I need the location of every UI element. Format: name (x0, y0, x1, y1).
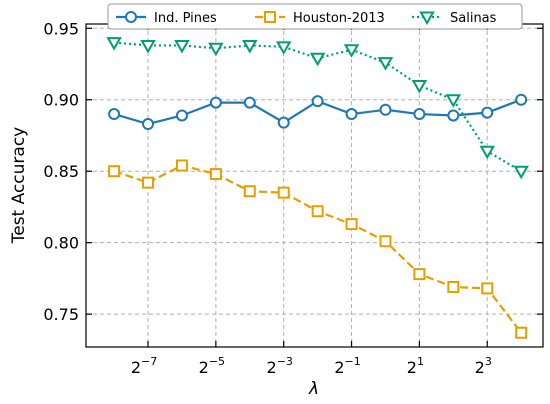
data-point (243, 185, 256, 198)
series-layer (106, 37, 529, 339)
data-point (106, 37, 122, 51)
data-point (515, 326, 528, 339)
x-axis-label: λ (308, 379, 319, 399)
y-axis-label: Test Accuracy (9, 127, 29, 245)
data-point (108, 165, 121, 178)
y-tick-label: 0.75 (43, 305, 79, 324)
y-tick-label: 0.85 (43, 162, 79, 181)
data-point (515, 93, 528, 106)
legend-marker (419, 11, 435, 26)
series-line (113, 164, 523, 334)
data-point (108, 108, 121, 121)
data-point (174, 39, 190, 54)
data-point (447, 109, 460, 122)
data-point (413, 268, 426, 281)
data-point (377, 57, 394, 71)
legend-item: Houston-2013 (255, 11, 385, 26)
data-point (277, 116, 290, 129)
data-point (142, 176, 155, 189)
legend-label: Salinas (450, 11, 497, 26)
data-point (447, 280, 460, 293)
data-point (242, 39, 258, 54)
x-tick-label: 2−1 (334, 355, 360, 377)
data-point (379, 235, 392, 248)
legend-marker (264, 11, 276, 23)
x-tick-label: 2−3 (267, 355, 293, 377)
data-point (208, 42, 224, 57)
series-salinas (106, 37, 529, 180)
data-point (479, 145, 495, 160)
x-tick-label: 2−7 (131, 355, 157, 377)
data-point (345, 108, 358, 121)
series-ind-pines (108, 93, 528, 131)
ticks: 0.75 0.80 0.85 0.90 0.95 2−7 2−5 2−3 2−1 21 23 (43, 19, 543, 377)
data-point (445, 94, 462, 108)
data-point (277, 186, 290, 199)
data-point (175, 159, 188, 172)
data-point (481, 106, 494, 119)
data-point (140, 39, 156, 54)
grid-lines (86, 24, 543, 347)
plot-frame (85, 23, 544, 348)
data-point (209, 96, 222, 109)
data-point (142, 118, 155, 131)
y-tick-label: 0.95 (43, 19, 79, 38)
legend: Ind. Pines Houston-2013 Salinas (107, 3, 523, 30)
data-point (275, 41, 292, 55)
data-point (243, 96, 256, 109)
data-point (309, 52, 326, 67)
data-point (343, 44, 360, 58)
legend-item: Ind. Pines (116, 11, 217, 26)
data-point (513, 165, 529, 180)
data-point (413, 108, 426, 121)
y-tick-label: 0.90 (43, 91, 79, 110)
data-point (481, 282, 494, 295)
series-houston-2013 (108, 159, 528, 339)
data-point (311, 205, 324, 218)
legend-box (107, 3, 523, 30)
data-point (209, 168, 222, 181)
x-tick-label: 21 (407, 355, 424, 377)
data-point (345, 218, 358, 231)
y-tick-label: 0.80 (43, 234, 79, 253)
legend-label: Ind. Pines (154, 11, 217, 26)
data-point (175, 109, 188, 122)
data-point (311, 95, 324, 108)
legend-marker (125, 11, 137, 23)
data-point (411, 79, 428, 94)
data-point (379, 103, 392, 116)
legend-label: Houston-2013 (293, 11, 385, 26)
legend-item: Salinas (412, 11, 497, 26)
x-tick-label: 23 (475, 355, 492, 377)
x-tick-label: 2−5 (199, 355, 225, 377)
